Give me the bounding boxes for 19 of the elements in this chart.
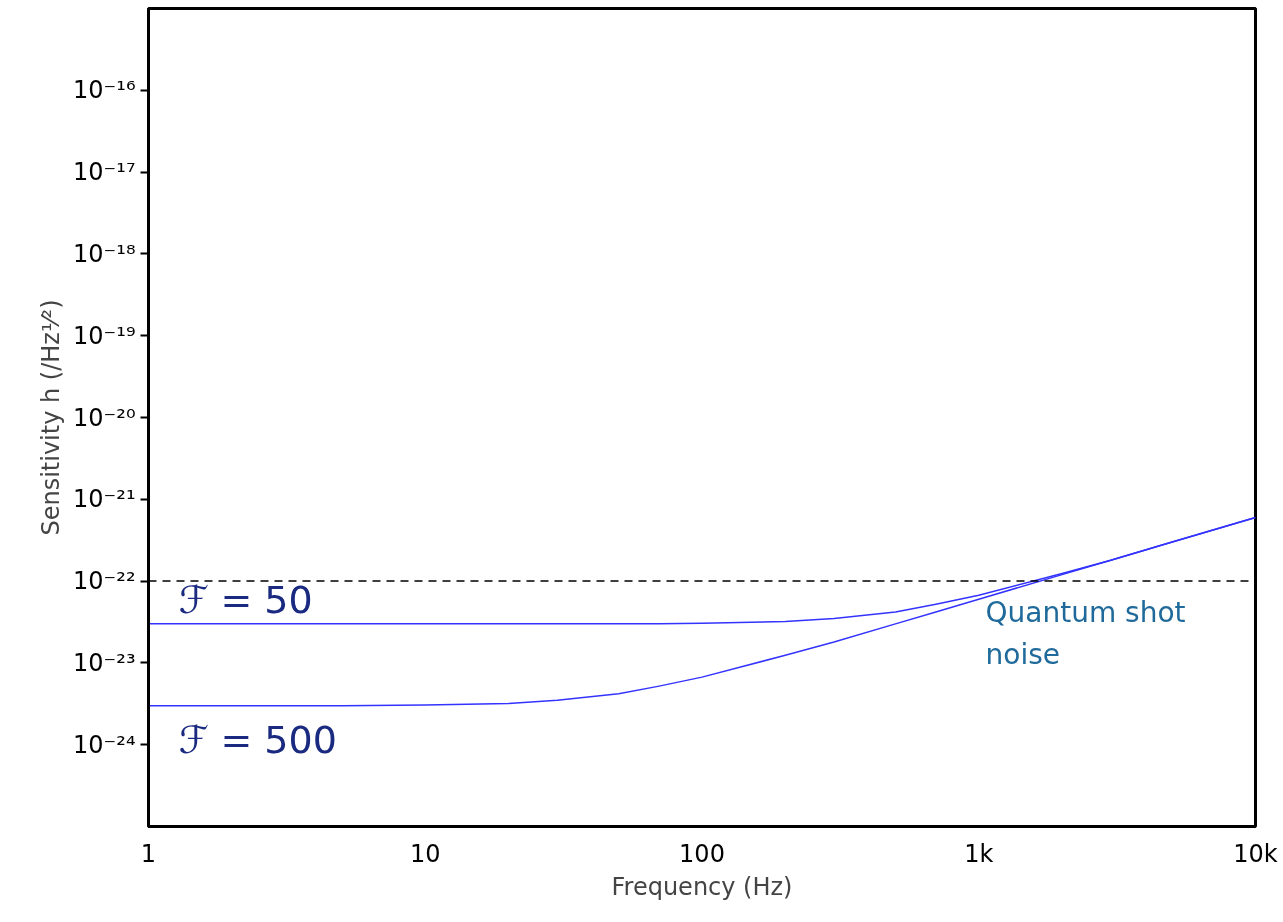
x-tick-label: 1k — [964, 839, 994, 868]
y-axis-title: Sensitivity h (/Hz¹⁄²) — [37, 299, 66, 536]
x-tick-label: 100 — [679, 839, 725, 868]
x-tick-label: 1 — [140, 839, 157, 868]
y-tick-label: 10⁻²² — [73, 567, 136, 596]
x-tick-label: 10 — [409, 839, 441, 868]
annotation: Quantum shot noise — [985, 595, 1186, 671]
x-axis-title: Frequency (Hz) — [611, 872, 793, 901]
y-tick-label: 10⁻²³ — [73, 648, 136, 677]
y-tick-label: 10⁻¹⁸ — [73, 239, 136, 268]
y-tick-label: 10⁻¹⁶ — [73, 76, 136, 105]
series-label: ℱ = 500 — [178, 717, 337, 762]
y-tick-label: 10⁻²⁴ — [73, 730, 136, 759]
y-tick-label: 10⁻²¹ — [73, 485, 136, 514]
series-label: ℱ = 50 — [178, 577, 313, 622]
y-tick-label: 10⁻²⁰ — [73, 403, 136, 432]
y-tick-label: 10⁻¹⁷ — [73, 158, 136, 187]
y-tick-label: 10⁻¹⁹ — [73, 321, 136, 350]
x-tick-label: 10k — [1233, 839, 1278, 868]
